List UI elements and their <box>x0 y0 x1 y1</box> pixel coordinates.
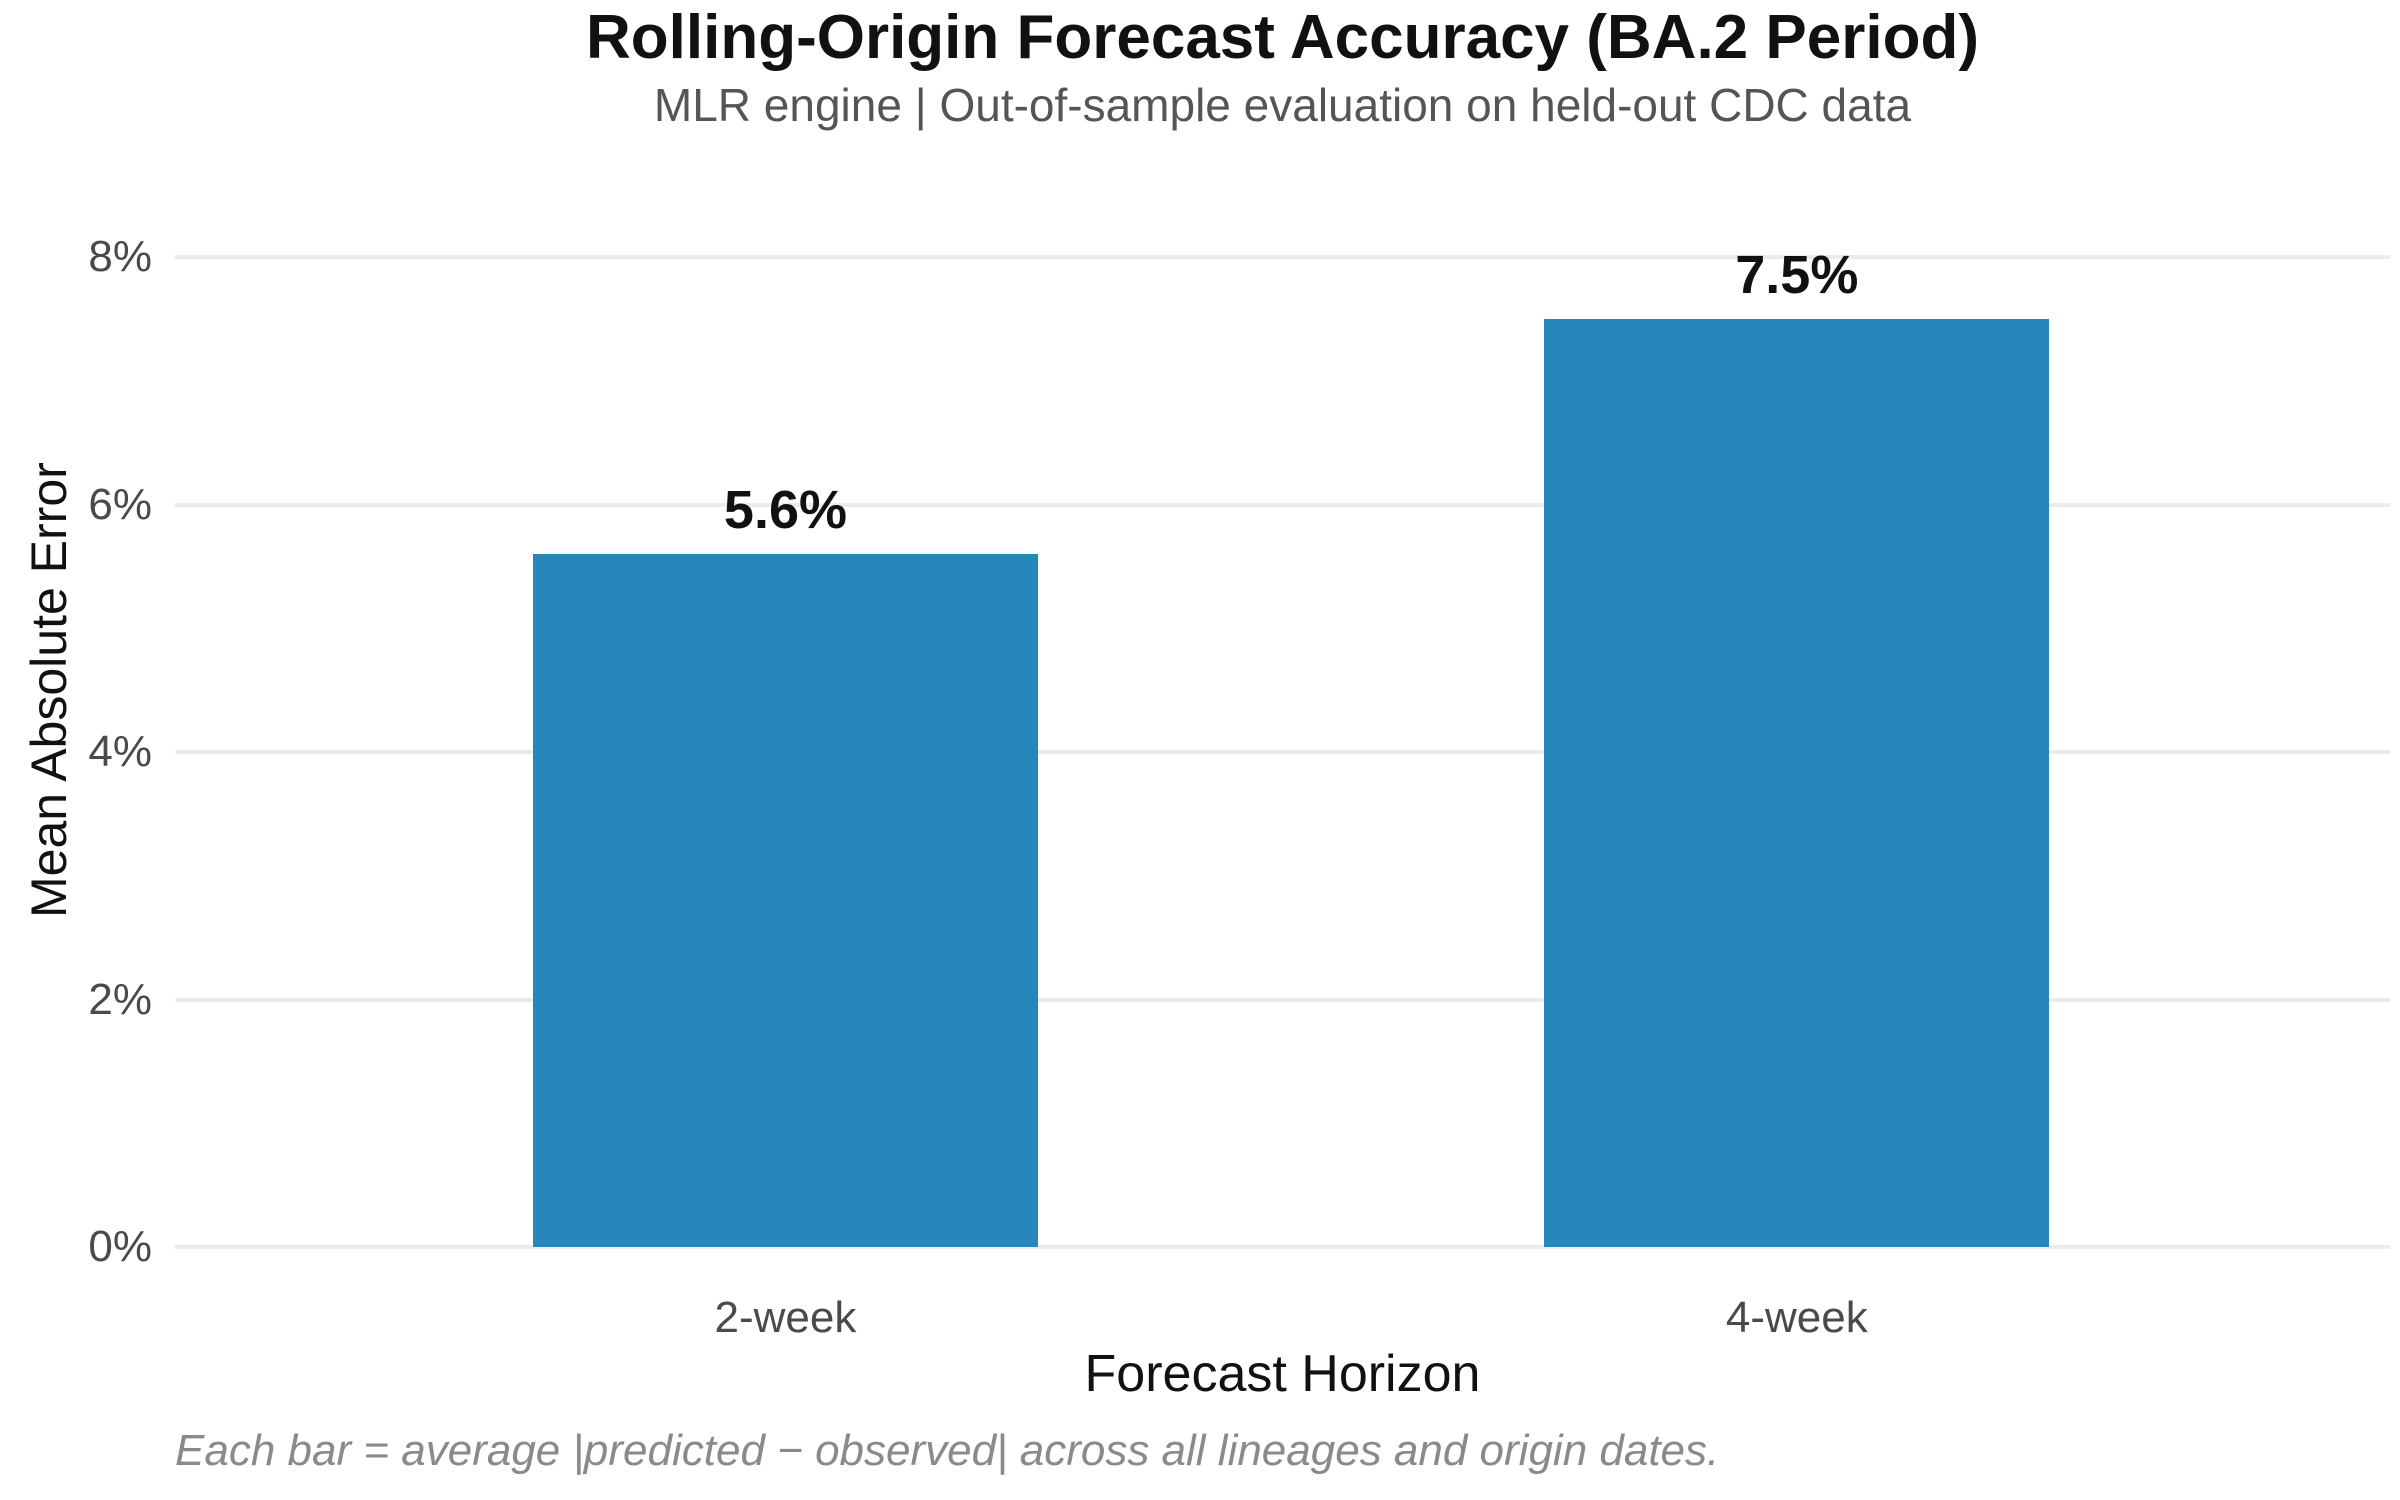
gridline-y-2 <box>175 997 2390 1002</box>
chart-footnote: Each bar = average |predicted − observed… <box>175 1426 1720 1475</box>
gridline-y-6 <box>175 502 2390 507</box>
y-tick-label-4: 4% <box>88 727 152 776</box>
gridline-y-8 <box>175 255 2390 259</box>
plot-area <box>175 255 2390 1249</box>
y-tick-label-8: 8% <box>88 232 152 281</box>
y-tick-label-6: 6% <box>88 479 152 529</box>
bar-value-label-4-week: 7.5% <box>1735 244 1859 305</box>
chart-title: Rolling-Origin Forecast Accuracy (BA.2 P… <box>586 3 1979 72</box>
x-axis-title: Forecast Horizon <box>1084 1345 1481 1403</box>
x-tick-label-2-week: 2-week <box>714 1293 857 1342</box>
y-tick-label-0: 0% <box>88 1222 152 1271</box>
bar-4-week <box>1544 318 2050 1247</box>
gridline-y-0 <box>175 1245 2390 1249</box>
gridline-y-4 <box>175 750 2390 754</box>
chart-subtitle: MLR engine | Out-of-sample evaluation on… <box>653 79 1912 131</box>
x-tick-label-4-week: 4-week <box>1725 1293 1868 1342</box>
bar-2-week <box>532 554 1038 1247</box>
bar-value-label-2-week: 5.6% <box>723 480 847 540</box>
y-tick-label-2: 2% <box>88 974 152 1024</box>
y-axis-title: Mean Absolute Error <box>21 462 77 918</box>
